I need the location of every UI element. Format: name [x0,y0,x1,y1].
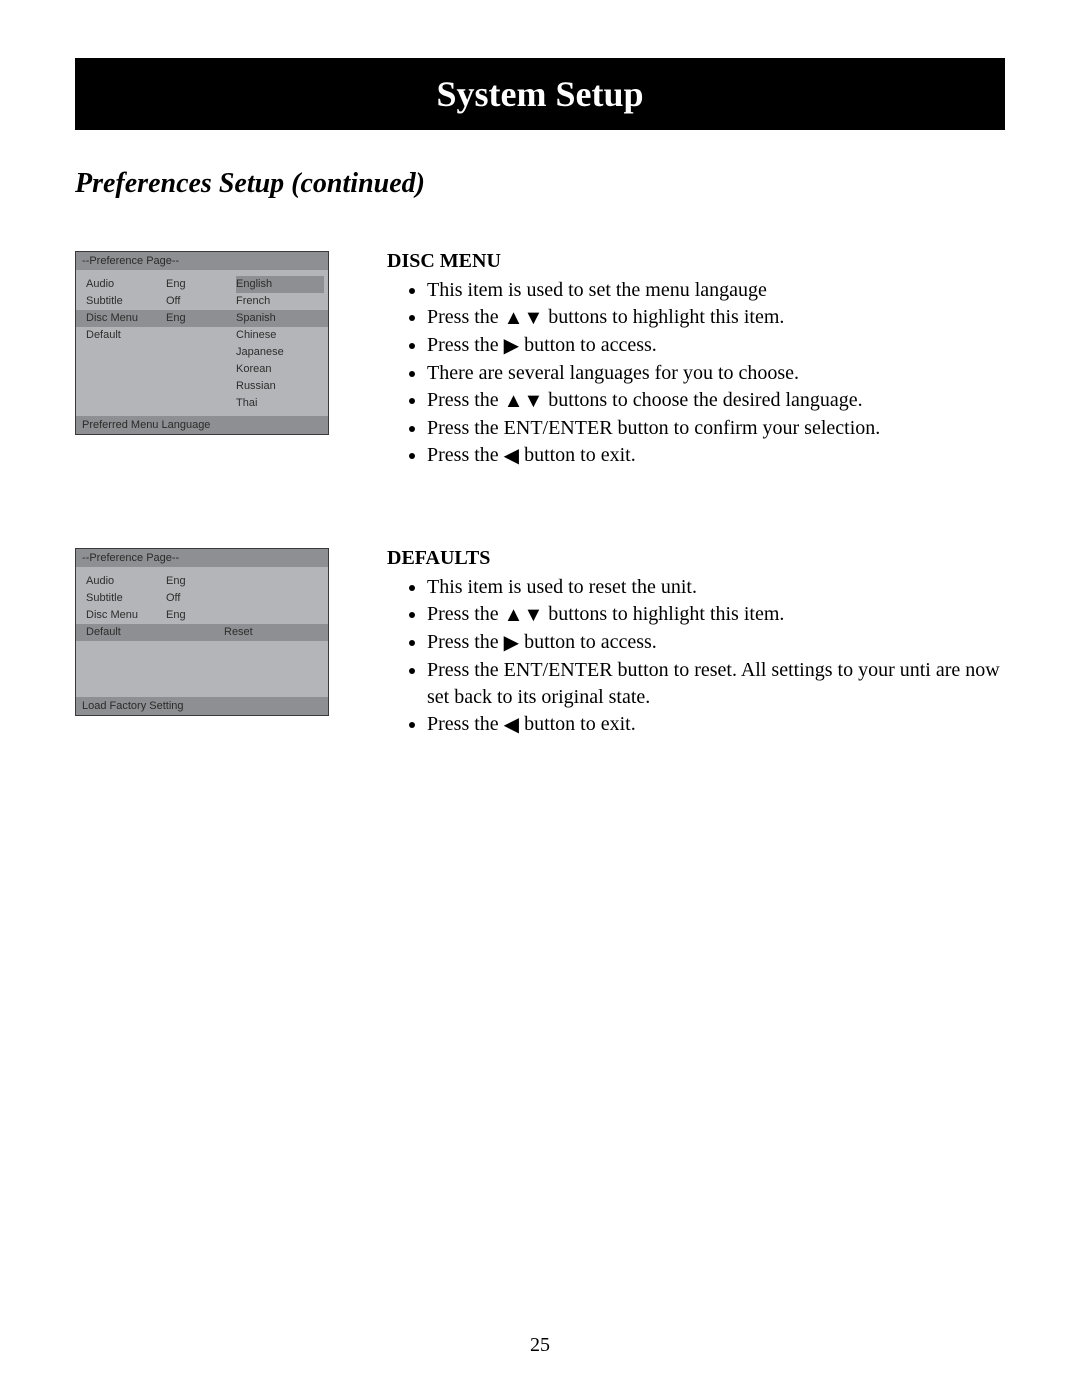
bullet-item: Press the ▲▼ buttons to highlight this i… [427,601,1005,629]
screenshot-footer: Load Factory Setting [76,697,328,715]
instructions: DISC MENUThis item is used to set the me… [387,248,1005,470]
instructions: DEFAULTSThis item is used to reset the u… [387,545,1005,739]
screenshot-header: --Preference Page-- [76,549,328,567]
menu-row[interactable]: Disc MenuEng [76,607,328,624]
menu-row-value: Eng [166,608,224,623]
menu-row-value: Eng [166,277,224,292]
preference-screenshot: --Preference Page--AudioEngSubtitleOffDi… [75,548,329,716]
left-triangle-icon: ◀ [504,443,519,470]
manual-page: System Setup Preferences Setup (continue… [0,0,1080,1397]
up-triangle-icon: ▲ [504,388,524,415]
bullet-item: Press the ▲▼ buttons to choose the desir… [427,387,1005,415]
screenshot-header: --Preference Page-- [76,252,328,270]
bullet-item: This item is used to set the menu langau… [427,277,1005,304]
up-triangle-icon: ▲ [504,602,524,629]
menu-row-label: Disc Menu [86,311,166,326]
section: --Preference Page--AudioEngSubtitleOffDi… [75,545,1005,739]
submenu-option[interactable]: Thai [236,395,324,412]
bullet-item: Press the ◀ button to exit. [427,711,1005,739]
menu-row-value: Eng [166,574,224,589]
screenshot-body: AudioEngSubtitleOffDisc MenuEngDefaultRe… [76,567,328,697]
submenu-option[interactable]: French [236,293,324,310]
menu-row-label: Subtitle [86,294,166,309]
menu-row-label: Audio [86,574,166,589]
menu-row-value: Off [166,591,224,606]
menu-row-value [166,328,224,343]
menu-row-value [166,625,224,640]
menu-row-label: Subtitle [86,591,166,606]
section: --Preference Page--AudioEngSubtitleOffDi… [75,248,1005,470]
screenshot-footer: Preferred Menu Language [76,416,328,434]
menu-row[interactable]: AudioEng [76,573,328,590]
page-title: System Setup [436,73,643,115]
bullet-item: Press the ENT/ENTER button to confirm yo… [427,415,1005,442]
menu-row[interactable]: SubtitleOff [76,590,328,607]
submenu-options: EnglishFrenchSpanishChineseJapaneseKorea… [236,276,324,412]
down-triangle-icon: ▼ [523,388,543,415]
menu-row-label: Default [86,625,166,640]
menu-row-label: Default [86,328,166,343]
bullet-item: There are several languages for you to c… [427,360,1005,387]
submenu-option[interactable]: Russian [236,378,324,395]
menu-row-label: Audio [86,277,166,292]
bullet-item: Press the ◀ button to exit. [427,442,1005,470]
menu-row-value: Eng [166,311,224,326]
menu-row-label: Disc Menu [86,608,166,623]
bullet-list: This item is used to set the menu langau… [387,277,1005,470]
sections-container: --Preference Page--AudioEngSubtitleOffDi… [75,248,1005,739]
down-triangle-icon: ▼ [523,305,543,332]
section-heading: DEFAULTS [387,545,1005,572]
submenu-option[interactable]: English [236,276,324,293]
menu-row-option: Reset [224,625,304,640]
bullet-item: This item is used to reset the unit. [427,574,1005,601]
screenshot-body: AudioEngSubtitleOffDisc MenuEngDefaultEn… [76,270,328,416]
left-triangle-icon: ◀ [504,712,519,739]
up-triangle-icon: ▲ [504,305,524,332]
submenu-option[interactable]: Spanish [236,310,324,327]
submenu-option[interactable]: Korean [236,361,324,378]
bullet-item: Press the ENT/ENTER button to reset. All… [427,657,1005,711]
menu-row-value: Off [166,294,224,309]
bullet-item: Press the ▲▼ buttons to highlight this i… [427,304,1005,332]
section-heading: DISC MENU [387,248,1005,275]
submenu-option[interactable]: Japanese [236,344,324,361]
page-subtitle: Preferences Setup (continued) [75,168,1005,200]
bullet-item: Press the ▶ button to access. [427,629,1005,657]
right-triangle-icon: ▶ [504,630,519,657]
menu-row[interactable]: Default Reset [76,624,328,641]
bullet-list: This item is used to reset the unit.Pres… [387,574,1005,739]
bullet-item: Press the ▶ button to access. [427,332,1005,360]
submenu-option[interactable]: Chinese [236,327,324,344]
preference-screenshot: --Preference Page--AudioEngSubtitleOffDi… [75,251,329,435]
down-triangle-icon: ▼ [523,602,543,629]
page-title-bar: System Setup [75,58,1005,130]
page-number: 25 [0,1334,1080,1357]
right-triangle-icon: ▶ [504,333,519,360]
